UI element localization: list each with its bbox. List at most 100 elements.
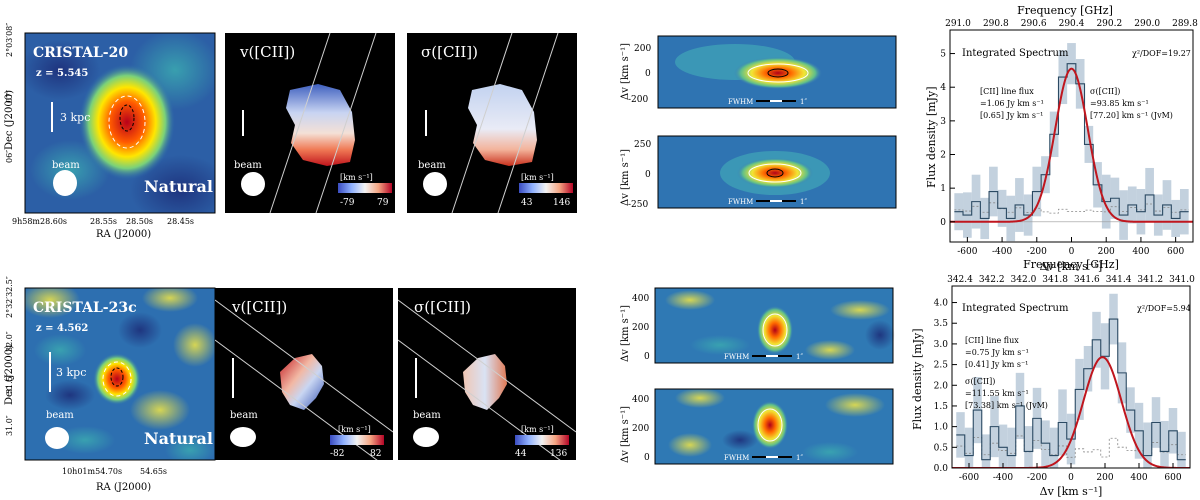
spectrum-plot xyxy=(950,43,1193,242)
arcsec-label: 1″ xyxy=(796,353,803,361)
y-tick-label: 1 xyxy=(940,184,946,194)
pv-ylabel: Δv [km s⁻¹] xyxy=(620,406,631,463)
panel-title: σ([CII]) xyxy=(414,298,471,316)
uncertainty-bar xyxy=(964,427,974,468)
sigma-label: σ([CII]) xyxy=(965,377,995,386)
y-tick-label: 4 xyxy=(940,83,946,93)
pv-tick: -200 xyxy=(628,95,648,105)
colorbar-min: -82 xyxy=(330,449,345,459)
row-cristal-23c: CRISTAL-23c z = 4.562 3 kpc beam Natural… xyxy=(4,258,1195,498)
frequency-tick-label: 290.8 xyxy=(983,19,1009,29)
ra-axis-label: RA (J2000) xyxy=(96,482,151,493)
y-axis-label: Flux density [mJy] xyxy=(925,86,938,188)
x-tick-label: -400 xyxy=(993,473,1013,483)
colorbar-min: -79 xyxy=(340,198,355,208)
pv-emission xyxy=(734,57,822,89)
ra-tick: 28.55s xyxy=(90,217,117,226)
component-dotted-line xyxy=(954,202,1189,214)
x-tick-label: 0 xyxy=(1069,247,1075,257)
beam-ellipse xyxy=(45,427,69,449)
frequency-tick-label: 342.0 xyxy=(1011,275,1037,285)
ra-tick: 10h01m54.70s xyxy=(62,467,122,476)
y-tick-label: 5 xyxy=(940,50,946,60)
dispersion-field xyxy=(468,84,537,166)
pv-tick: 200 xyxy=(632,323,649,333)
pv-tick: 250 xyxy=(634,140,651,150)
frequency-tick-label: 290.6 xyxy=(1021,19,1047,29)
spectrum-cristal-20: Frequency [GHz] 291.0 290.8 290.6 290.4 290.… xyxy=(925,4,1198,273)
spectrum-histogram xyxy=(954,63,1189,219)
dec-tick: 06″ xyxy=(5,150,14,163)
colorbar-max: 79 xyxy=(377,198,389,208)
x-tick-label: 0 xyxy=(1068,473,1074,483)
x-tick-label: 400 xyxy=(1130,473,1147,483)
colorbar xyxy=(515,435,569,445)
slit-line xyxy=(215,299,393,433)
pv-tick: 0 xyxy=(644,453,650,463)
y-tick-label: 0.5 xyxy=(934,443,949,453)
x-ticks: -600 -400 -200 0 200 400 600 xyxy=(957,237,1185,257)
uncertainty-bar xyxy=(981,434,991,468)
ra-tick: 54.65s xyxy=(140,467,167,476)
slit-line xyxy=(451,33,513,213)
uncertainty-bar xyxy=(1143,422,1152,468)
fwhm-label: FWHM xyxy=(724,454,749,462)
source-emission xyxy=(79,64,175,180)
weighting-label: Natural xyxy=(144,429,213,448)
dec-axis-label: Dec (J2000) xyxy=(4,90,15,150)
velocity-map-cristal-20: v([CII]) beam [km s⁻¹] -79 79 xyxy=(225,33,395,213)
x-tick-label: 600 xyxy=(1164,473,1181,483)
beam-label: beam xyxy=(234,160,262,171)
y-axis-label: Flux density [mJy] xyxy=(911,328,924,430)
sigma-jvm: [77.20] km s⁻¹ (JvM) xyxy=(1090,111,1173,120)
fwhm-label: FWHM xyxy=(728,98,753,106)
arcsec-label: 1″ xyxy=(800,198,807,206)
frequency-tick-label: 290.0 xyxy=(1134,19,1160,29)
pv-diagram-bottom-cristal-20: FWHM 1″ Δv [km s⁻¹] 250 0 -250 xyxy=(620,135,897,210)
velocity-field xyxy=(286,84,355,166)
frequency-tick-label: 341.4 xyxy=(1106,275,1132,285)
spectrum-title: Integrated Spectrum xyxy=(962,48,1069,59)
gaussian-fit-line xyxy=(950,67,1193,223)
frequency-tick-label: 341.0 xyxy=(1169,275,1195,285)
sigma-value: =93.85 km s⁻¹ xyxy=(1090,99,1149,108)
moment0-map-cristal-23c: CRISTAL-23c z = 4.562 3 kpc beam Natural… xyxy=(4,276,216,493)
moment0-map-cristal-20: CRISTAL-20 z = 5.545 3 kpc beam Natural … xyxy=(4,23,216,240)
pv-diagram-top-cristal-23c: FWHM 1″ Δv [km s⁻¹] 400 200 0 xyxy=(620,287,895,364)
row-cristal-20: CRISTAL-20 z = 5.545 3 kpc beam Natural … xyxy=(4,4,1198,273)
panel-title: σ([CII]) xyxy=(421,43,478,61)
slit-line xyxy=(215,339,378,460)
pv-emission xyxy=(757,306,793,354)
pv-emission xyxy=(752,401,788,449)
y-tick-label: 1.5 xyxy=(934,402,949,412)
line-flux-label: [CII] line flux xyxy=(980,87,1034,96)
pv-ylabel: Δv [km s⁻¹] xyxy=(620,305,631,362)
contour xyxy=(108,95,146,149)
line-flux-jvm: [0.65] Jy km s⁻¹ xyxy=(980,111,1043,120)
x-tick-label: -400 xyxy=(992,247,1012,257)
y-tick-label: 4.0 xyxy=(934,299,949,309)
ra-tick: 28.45s xyxy=(167,217,194,226)
y-tick-label: 0.0 xyxy=(934,464,949,474)
pv-ylabel: Δv [km s⁻¹] xyxy=(620,149,631,206)
dec-tick: 2°03′08″ xyxy=(5,23,14,57)
x-tick-label: -600 xyxy=(957,247,977,257)
beam-ellipse xyxy=(241,172,265,196)
slit-line xyxy=(269,33,331,213)
colorbar-unit: [km s⁻¹] xyxy=(338,425,371,434)
source-name: CRISTAL-20 xyxy=(33,45,128,61)
x-tick-label: 200 xyxy=(1096,473,1113,483)
beam-ellipse xyxy=(53,170,77,196)
slit-line xyxy=(315,33,377,213)
colorbar-unit: [km s⁻¹] xyxy=(340,173,373,182)
gaussian-fit-line xyxy=(952,356,1190,468)
x-axis-label: Δv [km s⁻¹] xyxy=(1040,260,1103,273)
redshift-label: z = 4.562 xyxy=(36,323,88,334)
line-flux-label: [CII] line flux xyxy=(965,336,1019,345)
y-tick-label: 2.5 xyxy=(934,361,949,371)
frequency-tick-label: 291.0 xyxy=(945,19,971,29)
y-ticks: 0 1 2 3 4 5 xyxy=(940,50,955,228)
x-tick-label: -200 xyxy=(1027,473,1047,483)
x-ticks: -600 -400 -200 0 200 400 600 xyxy=(959,463,1182,483)
